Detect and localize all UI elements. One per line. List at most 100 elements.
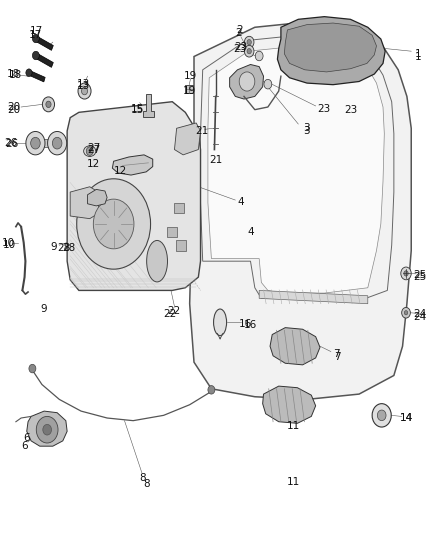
Circle shape	[78, 83, 91, 99]
Text: 19: 19	[184, 71, 197, 81]
Text: 20: 20	[7, 102, 20, 112]
Polygon shape	[270, 328, 320, 365]
Circle shape	[404, 271, 408, 276]
Text: 10: 10	[3, 240, 16, 250]
Polygon shape	[263, 386, 316, 423]
Polygon shape	[67, 102, 201, 290]
Circle shape	[244, 36, 254, 48]
Text: 12: 12	[113, 166, 127, 176]
Text: 9: 9	[51, 242, 57, 252]
Polygon shape	[112, 155, 153, 175]
Text: 27: 27	[88, 144, 101, 155]
Polygon shape	[208, 46, 384, 293]
Circle shape	[372, 403, 391, 427]
Text: 21: 21	[195, 126, 208, 136]
Text: 28: 28	[62, 243, 75, 253]
Circle shape	[208, 385, 215, 394]
Text: 25: 25	[413, 272, 427, 282]
Polygon shape	[259, 290, 368, 304]
Text: 8: 8	[143, 480, 149, 489]
Text: 17: 17	[29, 30, 42, 41]
Circle shape	[86, 147, 93, 156]
Circle shape	[264, 79, 272, 89]
Text: 2: 2	[237, 25, 243, 35]
Text: 22: 22	[167, 306, 180, 316]
Circle shape	[53, 138, 62, 149]
Text: 14: 14	[400, 413, 413, 423]
Polygon shape	[28, 70, 45, 82]
Circle shape	[43, 424, 52, 435]
Circle shape	[42, 97, 55, 112]
Text: 3: 3	[304, 123, 310, 133]
Text: 10: 10	[2, 238, 15, 247]
Text: 16: 16	[244, 320, 257, 330]
Circle shape	[378, 410, 386, 421]
Circle shape	[255, 51, 263, 61]
Text: 4: 4	[238, 197, 244, 207]
Circle shape	[32, 34, 39, 43]
Polygon shape	[27, 411, 67, 446]
Text: 7: 7	[333, 349, 339, 359]
Text: 14: 14	[400, 413, 413, 423]
Text: 8: 8	[139, 473, 146, 482]
Circle shape	[81, 87, 88, 95]
Text: 3: 3	[304, 126, 310, 136]
Text: 7: 7	[334, 352, 341, 362]
Circle shape	[32, 51, 39, 60]
Bar	[185, 85, 193, 93]
Text: 23: 23	[344, 104, 357, 115]
Text: 6: 6	[21, 441, 28, 451]
Text: 1: 1	[414, 52, 421, 61]
Circle shape	[26, 132, 45, 155]
Text: 18: 18	[9, 70, 22, 80]
Circle shape	[31, 138, 40, 149]
Text: 23: 23	[317, 103, 330, 114]
Text: 25: 25	[413, 270, 427, 280]
Text: 23: 23	[233, 44, 246, 53]
Bar	[176, 240, 186, 251]
Polygon shape	[143, 94, 154, 117]
Text: 11: 11	[286, 421, 300, 431]
Text: 2: 2	[236, 28, 242, 38]
Text: 23: 23	[234, 43, 247, 52]
Text: 24: 24	[413, 312, 427, 322]
Circle shape	[36, 416, 58, 443]
Polygon shape	[174, 123, 201, 155]
Text: 18: 18	[7, 69, 20, 79]
Text: 26: 26	[4, 138, 17, 148]
Polygon shape	[284, 23, 377, 72]
Text: 1: 1	[415, 49, 422, 59]
Text: 21: 21	[209, 155, 223, 165]
Text: 6: 6	[23, 433, 30, 443]
Circle shape	[93, 199, 134, 249]
Circle shape	[48, 132, 67, 155]
Text: 24: 24	[413, 309, 427, 319]
Circle shape	[401, 267, 411, 280]
Text: 11: 11	[287, 477, 300, 487]
Text: 22: 22	[163, 309, 177, 319]
Circle shape	[402, 308, 410, 318]
Bar	[167, 227, 177, 237]
Bar	[173, 203, 184, 213]
Ellipse shape	[147, 240, 167, 282]
Polygon shape	[190, 22, 411, 399]
Text: 4: 4	[247, 227, 254, 237]
Text: 17: 17	[30, 26, 43, 36]
Circle shape	[239, 72, 255, 91]
Bar	[35, 140, 57, 147]
Ellipse shape	[214, 309, 226, 336]
Text: 9: 9	[41, 304, 47, 314]
Text: 20: 20	[7, 104, 20, 115]
Text: 13: 13	[77, 79, 90, 89]
Text: 15: 15	[131, 103, 144, 114]
Circle shape	[29, 365, 36, 373]
Text: 15: 15	[131, 104, 144, 115]
Polygon shape	[35, 36, 53, 50]
Text: 28: 28	[57, 243, 70, 253]
Circle shape	[26, 69, 32, 77]
Polygon shape	[277, 17, 385, 85]
Circle shape	[77, 179, 151, 269]
Circle shape	[46, 101, 51, 108]
Text: 19: 19	[183, 86, 196, 96]
Circle shape	[247, 49, 251, 54]
